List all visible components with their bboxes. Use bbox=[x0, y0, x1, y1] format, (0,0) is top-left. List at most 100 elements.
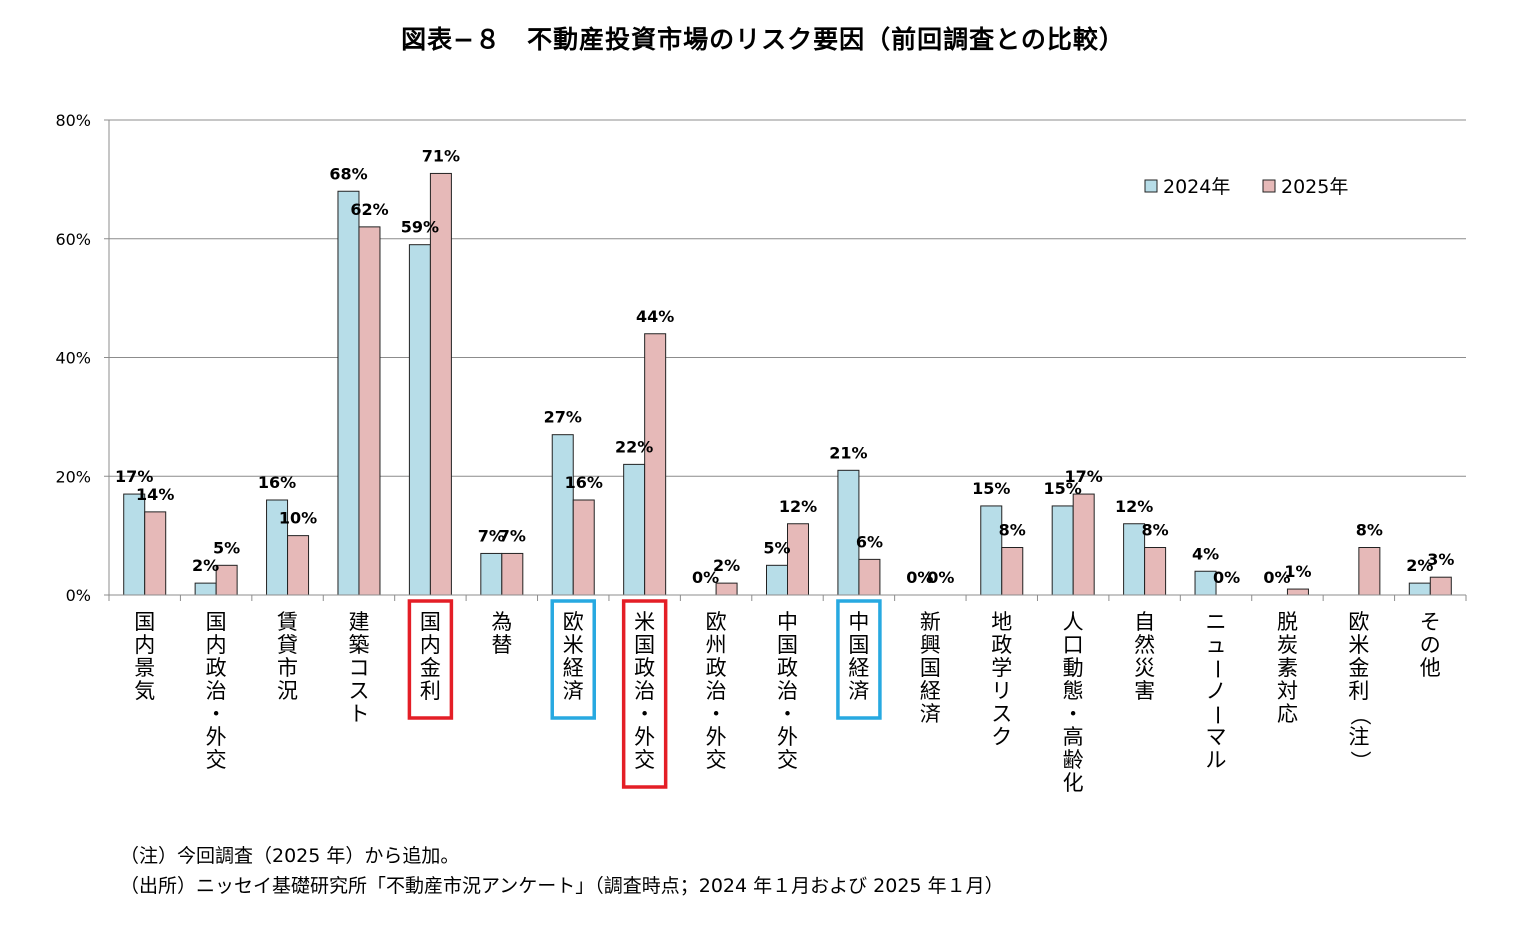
bar-2024 bbox=[337, 190, 360, 596]
bar-2025 bbox=[1072, 493, 1095, 596]
bar-2025 bbox=[858, 558, 881, 596]
svg-text:国: 国 bbox=[777, 633, 798, 657]
svg-text:態: 態 bbox=[1063, 679, 1084, 703]
bar-2025 bbox=[787, 523, 809, 596]
svg-text:・: ・ bbox=[777, 702, 798, 726]
svg-text:済: 済 bbox=[920, 702, 941, 726]
gridlines bbox=[109, 119, 1466, 477]
data-label: 16% bbox=[258, 473, 296, 492]
svg-text:素: 素 bbox=[1277, 656, 1298, 680]
highlight-box bbox=[836, 599, 882, 720]
svg-text:政: 政 bbox=[991, 633, 1012, 657]
data-label: 27% bbox=[544, 408, 582, 427]
svg-text:治: 治 bbox=[634, 679, 655, 703]
svg-text:中: 中 bbox=[848, 610, 869, 634]
svg-text:脱: 脱 bbox=[1277, 610, 1298, 634]
y-tick-label: 60% bbox=[55, 230, 91, 249]
bar-2025 bbox=[715, 582, 738, 596]
data-label: 2% bbox=[1406, 556, 1433, 575]
bar-2024 bbox=[408, 244, 431, 596]
svg-text:貸: 貸 bbox=[277, 633, 298, 657]
svg-text:齢: 齢 bbox=[1063, 748, 1084, 772]
bar-2025 bbox=[1144, 547, 1167, 596]
data-label: 5% bbox=[213, 538, 240, 557]
svg-text:欧: 欧 bbox=[563, 610, 584, 634]
svg-text:国: 国 bbox=[920, 656, 941, 680]
chart-title: 図表−８ 不動産投資市場のリスク要因（前回調査との比較） bbox=[401, 25, 1125, 54]
svg-text:国: 国 bbox=[134, 610, 155, 634]
data-label: 3% bbox=[1427, 550, 1454, 569]
data-label: 59% bbox=[401, 218, 439, 237]
svg-text:替: 替 bbox=[491, 633, 512, 657]
bar-2024 bbox=[623, 463, 646, 596]
svg-text:・: ・ bbox=[1063, 702, 1084, 726]
svg-text:ス: ス bbox=[991, 702, 1012, 726]
bars bbox=[123, 172, 1452, 596]
highlight-box bbox=[621, 599, 668, 789]
legend-swatch bbox=[1144, 179, 1158, 193]
bar-2024 bbox=[551, 434, 574, 596]
data-label: 0% bbox=[1213, 568, 1240, 587]
svg-text:米: 米 bbox=[563, 633, 584, 657]
svg-text:利: 利 bbox=[1348, 679, 1369, 703]
x-tick-label: その他 bbox=[1420, 610, 1441, 680]
y-tick-label: 40% bbox=[55, 349, 91, 368]
svg-text:・: ・ bbox=[206, 702, 227, 726]
svg-text:金: 金 bbox=[420, 656, 441, 680]
bar-2025 bbox=[1001, 547, 1024, 596]
svg-text:利: 利 bbox=[420, 679, 441, 703]
y-tick-label: 80% bbox=[55, 111, 91, 130]
svg-text:況: 況 bbox=[277, 679, 298, 703]
data-label: 1% bbox=[1284, 562, 1311, 581]
data-label: 8% bbox=[1356, 521, 1383, 540]
data-label: 0% bbox=[1263, 568, 1290, 587]
svg-text:興: 興 bbox=[920, 633, 941, 657]
svg-text:人: 人 bbox=[1063, 610, 1084, 634]
svg-text:交: 交 bbox=[706, 748, 727, 772]
data-label: 62% bbox=[350, 200, 388, 219]
svg-text:災: 災 bbox=[1134, 656, 1155, 680]
svg-text:政: 政 bbox=[634, 656, 655, 680]
svg-text:ク: ク bbox=[991, 725, 1012, 749]
x-axis: 国内景気国内政治・外交賃貸市況建築コスト国内金利為替欧米経済米国政治・外交欧州政… bbox=[108, 594, 1467, 795]
svg-text:ー: ー bbox=[1205, 705, 1229, 726]
data-label: 12% bbox=[1115, 497, 1153, 516]
category-highlights bbox=[407, 599, 882, 789]
svg-text:賃: 賃 bbox=[277, 610, 298, 634]
svg-text:ル: ル bbox=[1206, 748, 1227, 772]
y-axis: 0% 20% 40% 60% 80% bbox=[55, 111, 110, 605]
svg-text:の: の bbox=[1420, 633, 1441, 657]
bar-2024 bbox=[194, 582, 217, 596]
svg-text:経: 経 bbox=[848, 656, 869, 680]
svg-text:外: 外 bbox=[634, 725, 655, 749]
data-label: 15% bbox=[972, 479, 1010, 498]
data-label: 2% bbox=[713, 556, 740, 575]
svg-text:為: 為 bbox=[491, 610, 512, 634]
data-label: 68% bbox=[329, 164, 367, 183]
svg-text:政: 政 bbox=[706, 656, 727, 680]
footnote-note: （注）今回調査（2025 年）から追加。 bbox=[120, 845, 460, 867]
data-label: 0% bbox=[906, 568, 933, 587]
data-label: 44% bbox=[636, 307, 674, 326]
data-labels: 17% 2% 16% 68% 59% 7% 27% 22% 0% 5% 21% 0% 15% 15% 12%… bbox=[115, 146, 1454, 587]
data-label: 22% bbox=[615, 437, 653, 456]
bar-2024 bbox=[1051, 505, 1074, 596]
svg-text:・: ・ bbox=[706, 702, 727, 726]
svg-text:コ: コ bbox=[348, 656, 369, 680]
svg-text:気: 気 bbox=[134, 679, 155, 703]
data-label: 16% bbox=[565, 473, 603, 492]
legend-label: 2025年 bbox=[1281, 176, 1348, 198]
svg-text:築: 築 bbox=[348, 633, 369, 657]
svg-text:注: 注 bbox=[1348, 725, 1369, 749]
svg-text:高: 高 bbox=[1063, 725, 1084, 749]
svg-text:米: 米 bbox=[1348, 633, 1369, 657]
